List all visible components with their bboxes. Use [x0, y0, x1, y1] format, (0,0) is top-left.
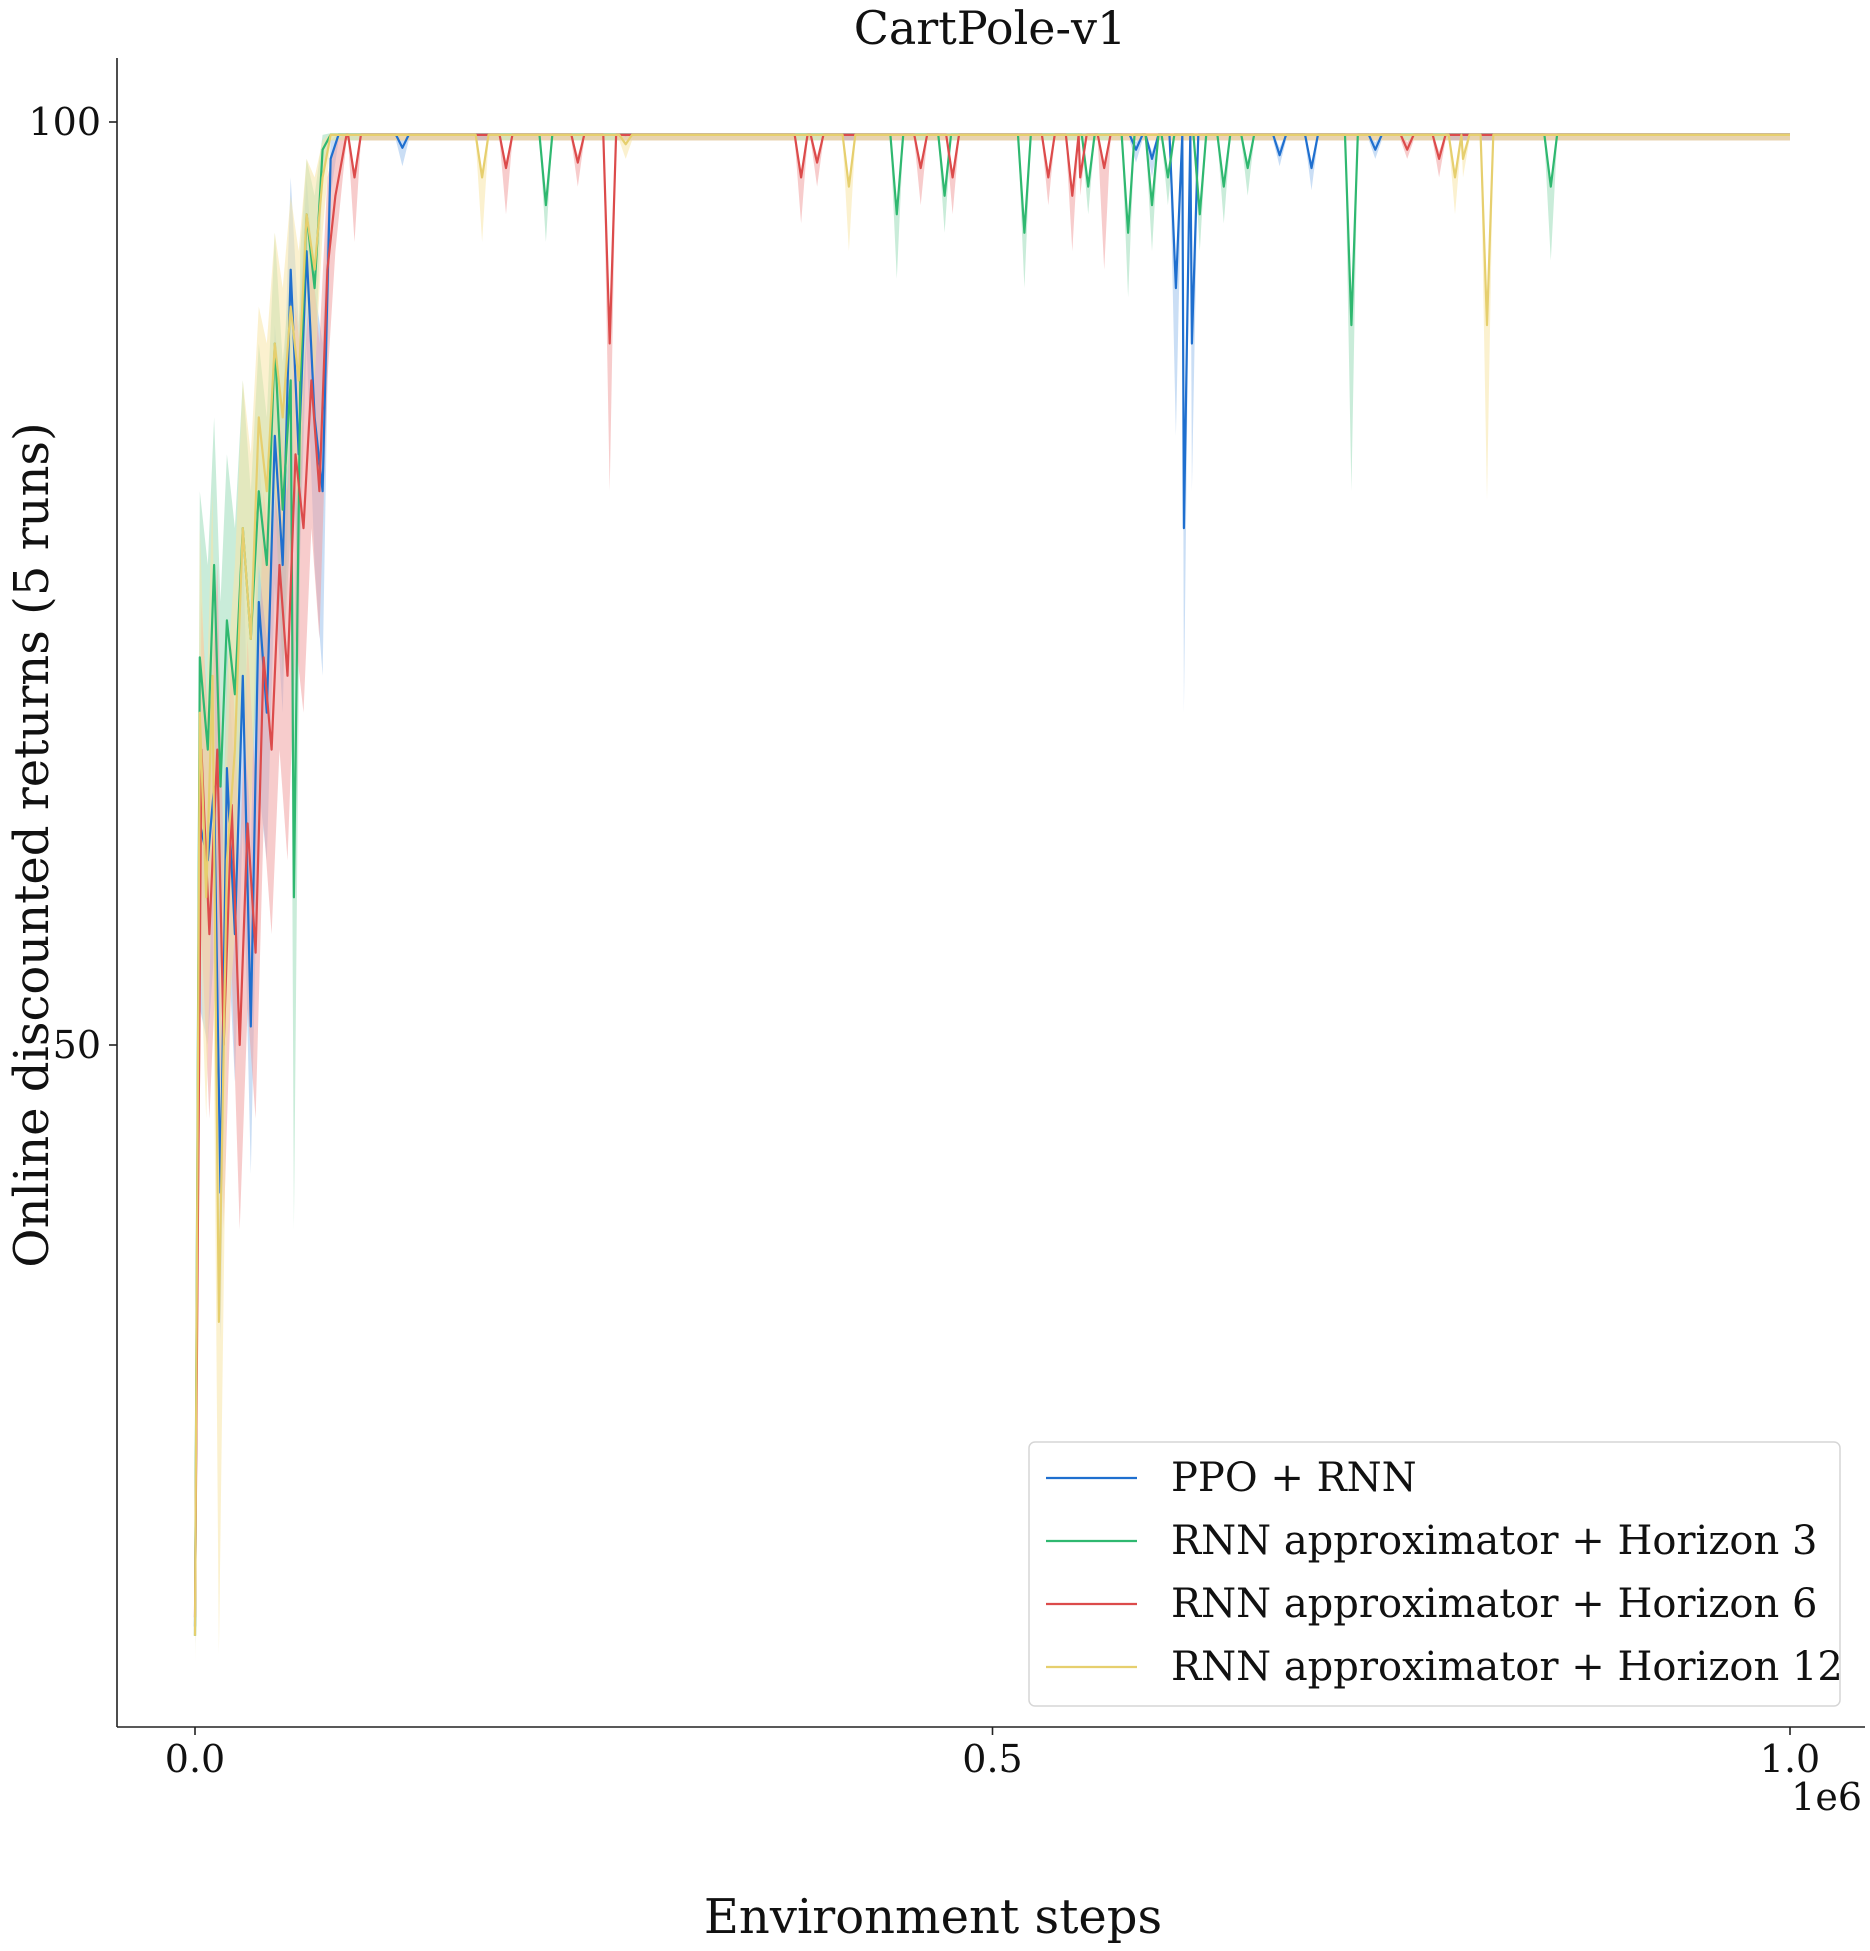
x-offset-label: 1e6: [1791, 1775, 1862, 1819]
x-ticks: 0.0 0.5 1.0: [165, 1727, 1820, 1781]
chart-title: CartPole-v1: [854, 1, 1127, 55]
x-axis-label: Environment steps: [704, 1889, 1162, 1945]
band-series-2: [195, 133, 1790, 1655]
line-series-1: [193, 133, 1790, 1627]
confidence-bands: [195, 133, 1790, 1664]
y-tick-label: 100: [28, 100, 101, 144]
x-tick-label: 0.5: [962, 1737, 1022, 1781]
line-series-2: [193, 133, 1790, 1636]
legend-label-4: RNN approximator + Horizon 12: [1171, 1644, 1843, 1690]
y-ticks: 50 100: [28, 100, 117, 1067]
plot-area: [193, 133, 1790, 1664]
band-series-3: [195, 133, 1790, 1646]
legend-label-1: PPO + RNN: [1171, 1455, 1417, 1501]
band-series-4: [195, 133, 1790, 1664]
y-axis-label: Online discounted returns (5 runs): [4, 422, 60, 1268]
legend: PPO + RNN RNN approximator + Horizon 3 RNN…: [1028, 1441, 1843, 1707]
band-series-1: [195, 133, 1790, 1646]
legend-label-3: RNN approximator + Horizon 6: [1171, 1581, 1817, 1627]
legend-label-2: RNN approximator + Horizon 3: [1171, 1518, 1817, 1564]
line-series-3: [193, 133, 1790, 1618]
x-tick-label: 0.0: [165, 1737, 225, 1781]
x-tick-label: 1.0: [1760, 1737, 1820, 1781]
y-tick-label: 50: [53, 1023, 101, 1067]
legend-box: [1028, 1441, 1841, 1707]
line-series-4: [193, 133, 1790, 1636]
series-lines: [193, 133, 1790, 1636]
